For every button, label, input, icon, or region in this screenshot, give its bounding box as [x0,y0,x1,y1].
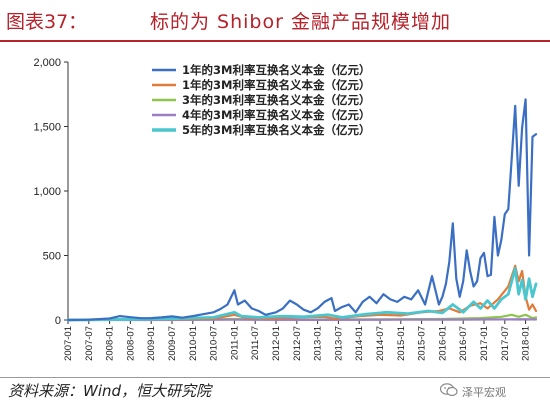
x-tick-label: 2010-07 [209,326,220,361]
source-note: 资料来源：Wind，恒大研究院 [8,382,212,400]
x-tick-label: 2007-07 [84,326,95,361]
x-tick-label: 2015-07 [417,326,428,361]
legend-label-1: 1年的3M利率互换名义本金（亿元） [182,63,370,77]
x-tick-label: 2016-01 [437,326,448,361]
x-tick-label: 2017-01 [479,326,490,361]
x-tick-label: 2013-07 [333,326,344,361]
title-divider [0,40,550,42]
series-layer [66,98,538,322]
x-tick-label: 2008-01 [105,326,116,361]
y-tick-label: 0 [55,315,61,327]
y-tick-label: 1,000 [33,186,61,198]
watermark-text: 泽平宏观 [462,386,506,399]
x-tick-label: 2007-01 [63,326,74,361]
legend-label-3: 3年的3M利率互换名义本金（亿元） [182,93,370,107]
x-tick-label: 2016-07 [458,326,469,361]
x-tick-label: 2012-07 [292,326,303,361]
series-line-5 [66,267,538,322]
x-tick-label: 2013-01 [313,326,324,361]
x-tick-label: 2014-07 [375,326,386,361]
chart-legend: 1年的3M利率互换名义本金（亿元）1年的3M利率互换名义本金（亿元）3年的3M利… [152,63,370,137]
x-tick-label: 2011-01 [229,326,240,360]
x-tick-label: 2015-01 [396,326,407,361]
x-tick-label: 2009-07 [167,326,178,361]
x-tick-label: 2012-01 [271,326,282,361]
chart-axes: 0 500 1,000 1,500 2,000 2007-01 2007-07 2008-01… [33,57,536,361]
series-line-1 [66,98,538,322]
line-chart: 0 500 1,000 1,500 2,000 2007-01 2007-07 2008-01… [33,57,538,361]
x-tick-label: 2010-01 [188,326,199,361]
x-tick-label: 2014-01 [354,326,365,361]
title-bar: 图表37： 标的为 Shibor 金融产品规模增加 [0,0,550,40]
legend-label-4: 4年的3M利率互换名义本金（亿元） [182,108,370,122]
x-tick-label: 2009-01 [146,326,157,361]
series-line-2 [66,264,538,322]
footer-divider [0,377,550,378]
x-tick-label: 2018-01 [521,326,532,361]
legend-label-2: 1年的3M利率互换名义本金（亿元） [182,78,370,92]
x-tick-label: 2008-07 [125,326,136,361]
y-tick-label: 1,500 [33,122,61,134]
y-tick-label: 500 [43,251,61,263]
figure-label: 图表37： [6,11,88,33]
legend-label-5: 5年的3M利率互换名义本金（亿元） [182,123,370,137]
chart-title: 标的为 Shibor 金融产品规模增加 [150,11,451,33]
x-tick-label: 2011-07 [250,326,261,360]
y-tick-label: 2,000 [33,57,61,69]
x-tick-label: 2017-07 [500,326,511,361]
wechat-icon [440,383,458,397]
